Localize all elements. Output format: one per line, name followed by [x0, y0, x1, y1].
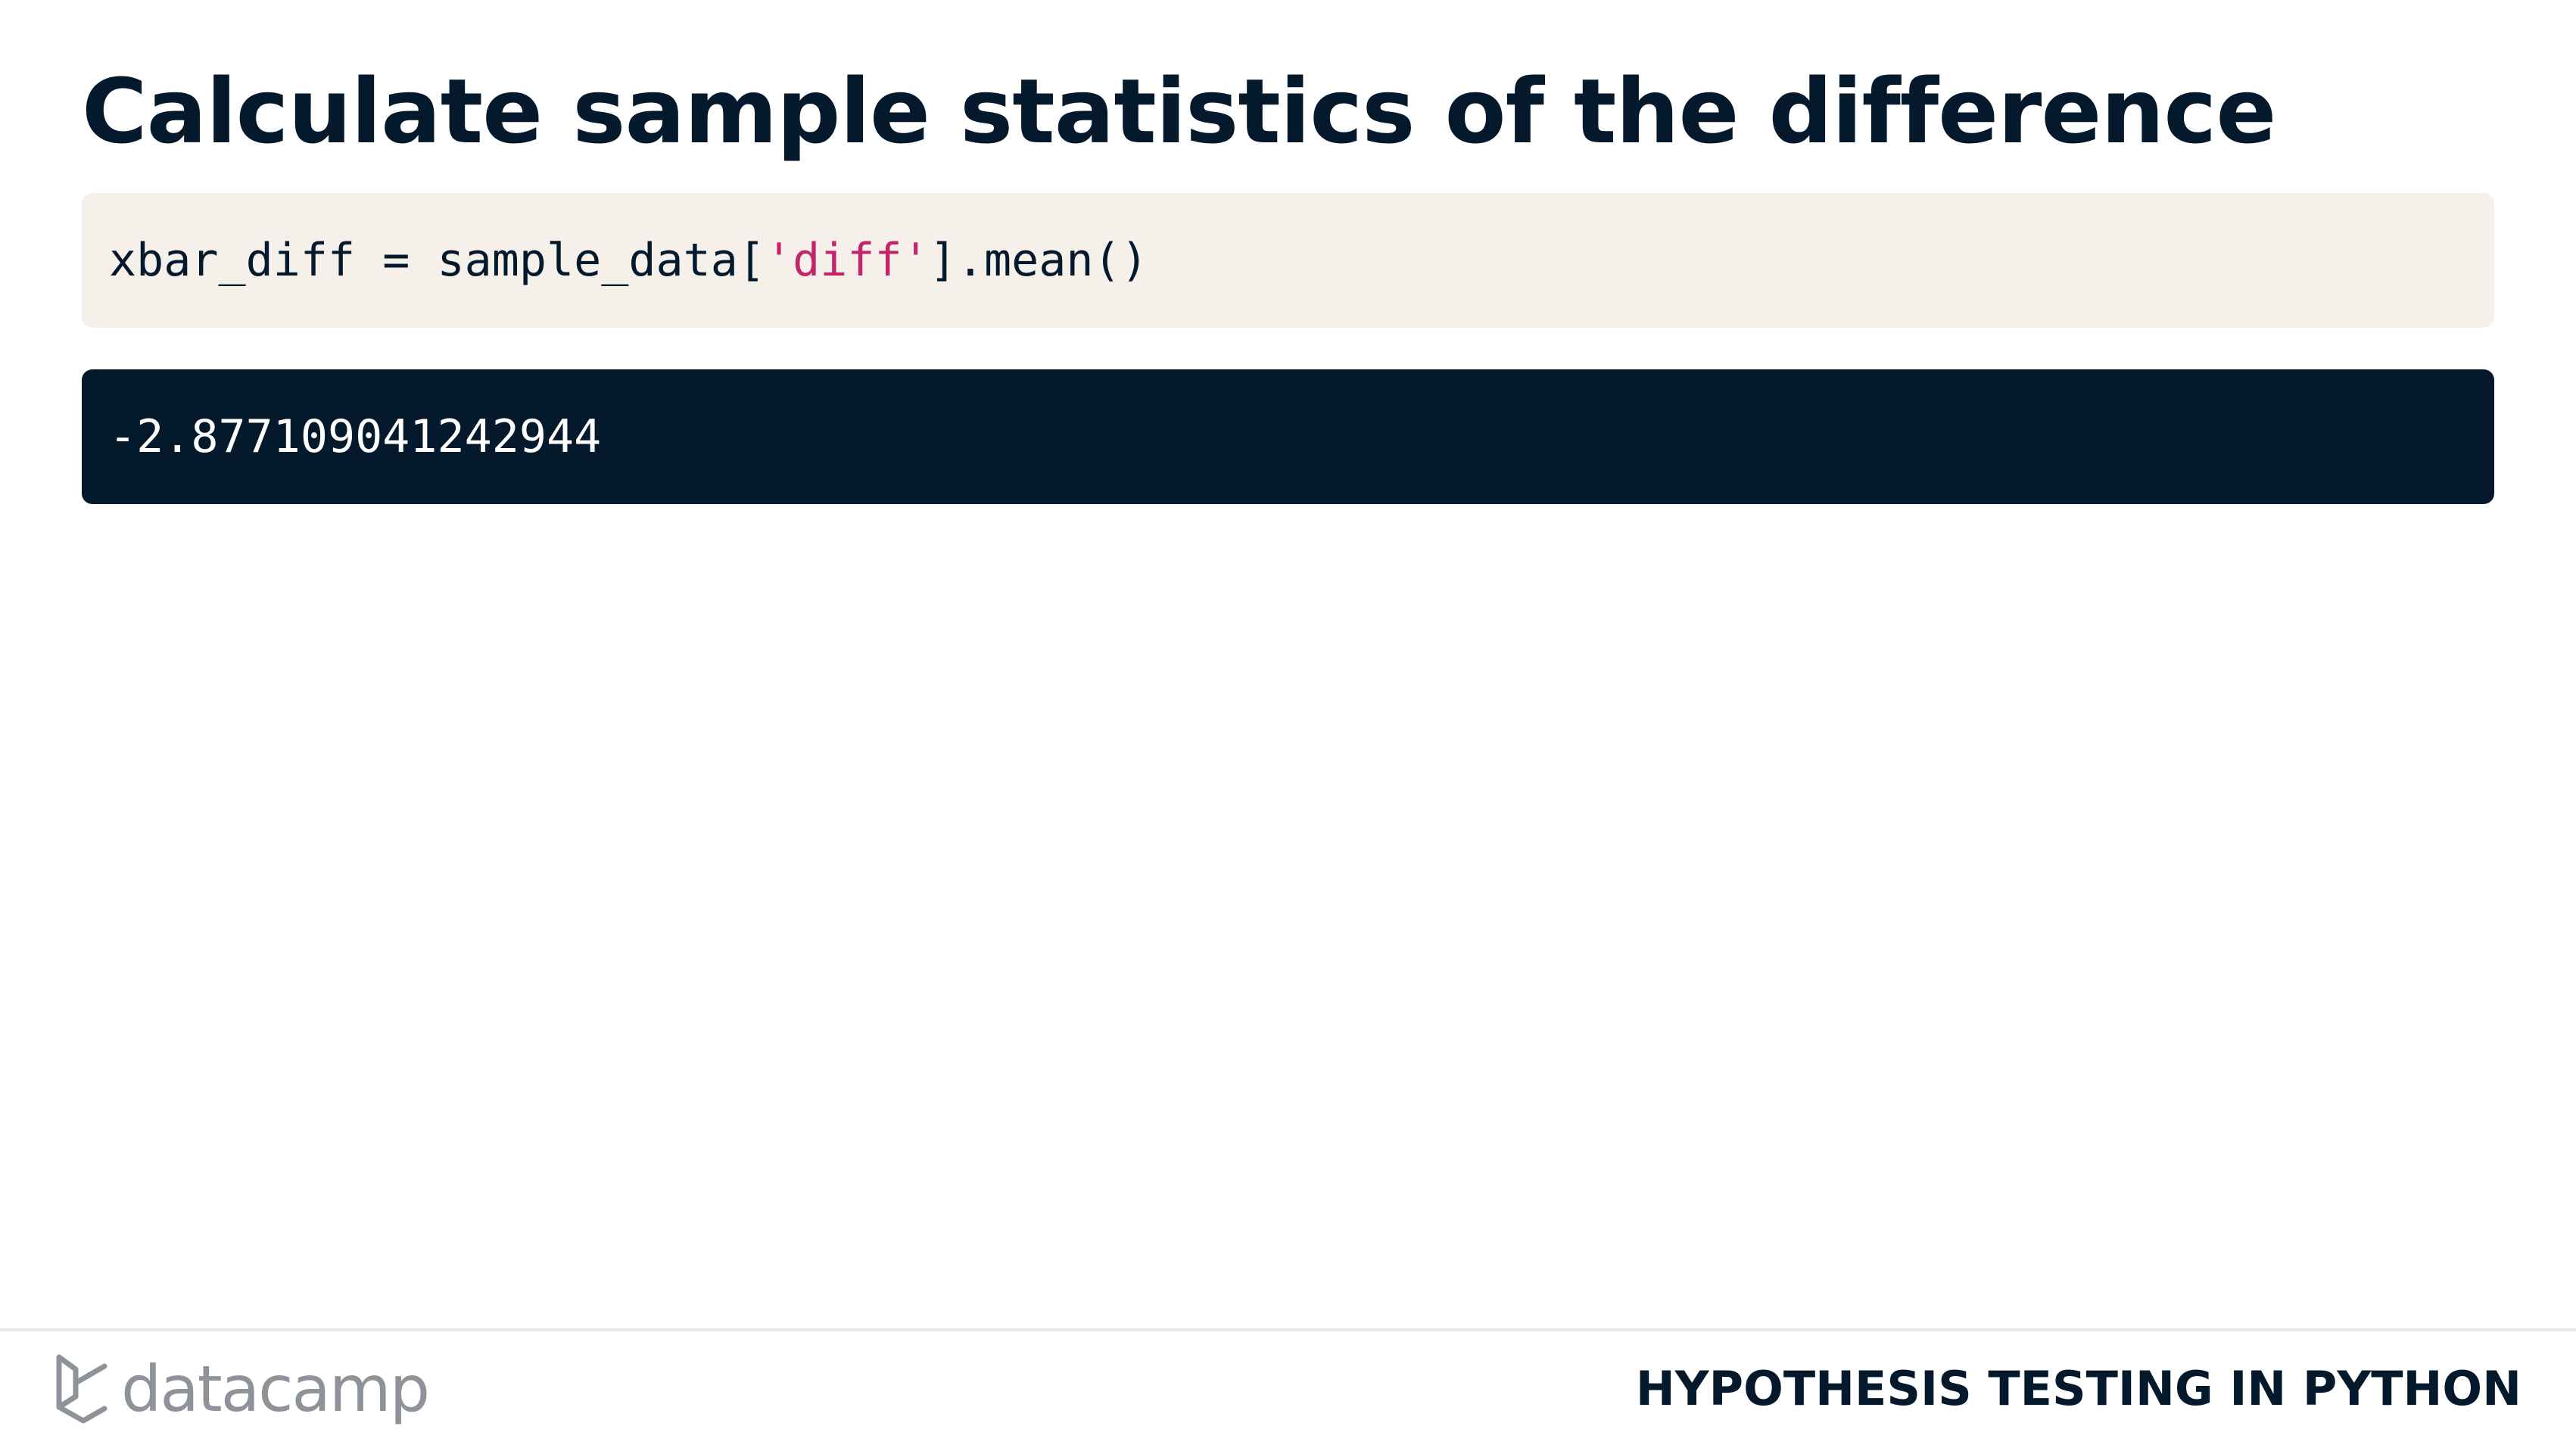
footer-divider: [0, 1328, 2576, 1331]
course-name: HYPOTHESIS TESTING IN PYTHON: [1635, 1361, 2521, 1416]
datacamp-logo-text: datacamp: [121, 1352, 430, 1426]
datacamp-logo: datacamp: [53, 1351, 430, 1427]
output-block: -2.877109041242944: [82, 369, 2494, 504]
datacamp-logo-icon: [56, 1354, 107, 1424]
code-string-literal: 'diff': [765, 234, 930, 287]
slide-title: Calculate sample statistics of the diffe…: [82, 59, 2276, 163]
code-block: xbar_diff = sample_data['diff'].mean(): [82, 193, 2494, 328]
output-value: -2.877109041242944: [109, 410, 602, 463]
code-prefix: xbar_diff = sample_data[: [109, 234, 765, 287]
code-suffix: ].mean(): [929, 234, 1148, 287]
